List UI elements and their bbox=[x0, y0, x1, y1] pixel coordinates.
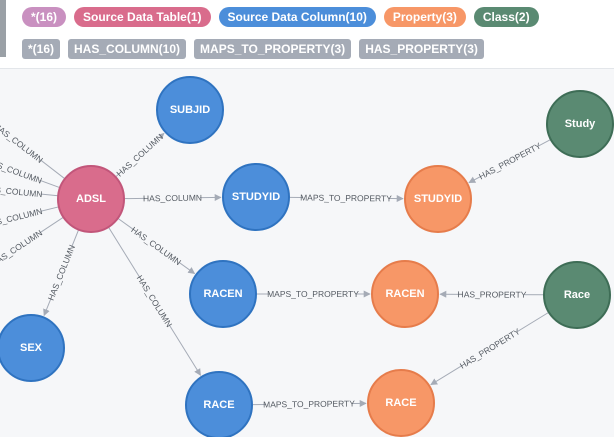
node-study[interactable]: Study bbox=[546, 90, 614, 158]
edge-label: HAS_PROPERTY bbox=[477, 140, 543, 181]
edge-label-background bbox=[458, 326, 521, 371]
edge-label: HAS_COLUMN bbox=[135, 273, 175, 328]
legend-chip-source-data-table[interactable]: Source Data Table(1) bbox=[74, 7, 211, 27]
graph-legend-bar: *(16) Source Data Table(1) Source Data C… bbox=[0, 0, 614, 69]
legend-rel-has-column[interactable]: HAS_COLUMN(10) bbox=[68, 39, 187, 59]
edge-label-background bbox=[45, 244, 78, 301]
edge-label-background bbox=[134, 274, 175, 328]
node-label: STUDYID bbox=[232, 191, 280, 203]
edge-label-background bbox=[115, 132, 165, 179]
node-adsl[interactable]: ADSL bbox=[57, 165, 125, 233]
edge-label-background bbox=[0, 205, 42, 231]
node-circle[interactable] bbox=[156, 76, 224, 144]
edge-has-property[interactable]: HAS_PROPERTY bbox=[468, 138, 552, 184]
node-label: STUDYID bbox=[414, 193, 462, 205]
edge-label: HAS_COLUMN bbox=[114, 132, 165, 179]
edge-label: HAS_COLUMN bbox=[143, 193, 202, 204]
edge-has-column[interactable]: HAS_COLUMN bbox=[0, 216, 64, 279]
edge-label: HAS_COLUMN bbox=[0, 228, 44, 269]
node-label: Race bbox=[564, 289, 590, 301]
edge-label-background bbox=[144, 191, 201, 205]
node-circle[interactable] bbox=[189, 260, 257, 328]
node-label: ADSL bbox=[76, 193, 106, 205]
node-label: RACE bbox=[385, 397, 416, 409]
node-circle[interactable] bbox=[404, 165, 472, 233]
edge-label-background bbox=[130, 224, 183, 267]
node-circle[interactable] bbox=[543, 261, 611, 329]
edge-has-column[interactable]: HAS_COLUMN bbox=[0, 182, 59, 201]
node-label: RACEN bbox=[203, 288, 242, 300]
node-circle[interactable] bbox=[0, 314, 65, 382]
edge-maps-to-property[interactable]: MAPS_TO_PROPERTY bbox=[256, 288, 371, 300]
relationship-type-legend: *(16) HAS_COLUMN(10) MAPS_TO_PROPERTY(3)… bbox=[22, 39, 484, 59]
node-race-class[interactable]: Race bbox=[543, 261, 611, 329]
node-racen[interactable]: RACEN bbox=[189, 260, 257, 328]
legend-accent-bar bbox=[0, 0, 6, 57]
node-race-prop[interactable]: RACE bbox=[367, 369, 435, 437]
legend-chip-property[interactable]: Property(3) bbox=[383, 7, 466, 27]
node-label-legend: *(16) Source Data Table(1) Source Data C… bbox=[22, 7, 539, 27]
legend-rel-has-property[interactable]: HAS_PROPERTY(3) bbox=[359, 39, 484, 59]
edge-has-column[interactable]: HAS_COLUMN bbox=[117, 217, 196, 274]
node-circle[interactable] bbox=[371, 260, 439, 328]
legend-rel-all[interactable]: *(16) bbox=[22, 39, 61, 59]
legend-chip-class[interactable]: Class(2) bbox=[473, 7, 539, 27]
edge-label-background bbox=[0, 121, 44, 165]
node-circle[interactable] bbox=[367, 369, 435, 437]
node-label: SEX bbox=[20, 342, 43, 354]
edge-has-column[interactable]: HAS_COLUMN bbox=[43, 229, 80, 317]
edge-label: HAS_COLUMN bbox=[0, 184, 43, 200]
edge-label-background bbox=[0, 227, 43, 269]
edge-label-background bbox=[478, 140, 542, 182]
edge-label: HAS_COLUMN bbox=[0, 121, 45, 165]
edge-label-background bbox=[303, 191, 389, 205]
legend-chip-source-data-column[interactable]: Source Data Column(10) bbox=[218, 7, 376, 27]
edge-has-property[interactable]: HAS_PROPERTY bbox=[430, 311, 550, 386]
edge-label-background bbox=[459, 288, 525, 301]
edge-label: HAS_PROPERTY bbox=[458, 326, 522, 371]
node-circle[interactable] bbox=[185, 371, 253, 437]
edge-has-column[interactable]: HAS_COLUMN bbox=[114, 132, 165, 179]
node-circle[interactable] bbox=[546, 90, 614, 158]
edge-maps-to-property[interactable]: MAPS_TO_PROPERTY bbox=[251, 397, 367, 411]
node-subjid[interactable]: SUBJID bbox=[156, 76, 224, 144]
node-sex[interactable]: SEX bbox=[0, 314, 65, 382]
node-circle[interactable] bbox=[57, 165, 125, 233]
node-studyid[interactable]: STUDYID bbox=[222, 163, 290, 231]
node-label: SUBJID bbox=[170, 104, 210, 116]
edge-label: HAS_PROPERTY bbox=[458, 289, 527, 299]
node-race[interactable]: RACE bbox=[185, 371, 253, 437]
legend-chip-all-nodes[interactable]: *(16) bbox=[22, 7, 67, 27]
legend-rel-maps-to-property[interactable]: MAPS_TO_PROPERTY(3) bbox=[194, 39, 352, 59]
graph-canvas[interactable]: HAS_COLUMNHAS_COLUMNHAS_COLUMNHAS_COLUMN… bbox=[0, 69, 614, 437]
node-studyid-prop[interactable]: STUDYID bbox=[404, 165, 472, 233]
node-label: Study bbox=[565, 118, 596, 130]
node-circle[interactable] bbox=[222, 163, 290, 231]
edge-label: HAS_COLUMN bbox=[129, 225, 183, 268]
node-label: RACE bbox=[203, 399, 234, 411]
edge-label-background bbox=[270, 288, 356, 300]
edge-label: MAPS_TO_PROPERTY bbox=[263, 399, 355, 410]
edge-label-background bbox=[266, 397, 352, 411]
edge-label: MAPS_TO_PROPERTY bbox=[267, 289, 359, 299]
edge-label: MAPS_TO_PROPERTY bbox=[300, 192, 392, 203]
edge-maps-to-property[interactable]: MAPS_TO_PROPERTY bbox=[288, 191, 404, 205]
edge-has-column[interactable]: HAS_COLUMN bbox=[123, 191, 222, 205]
edge-label-background bbox=[0, 182, 42, 201]
node-racen-prop[interactable]: RACEN bbox=[371, 260, 439, 328]
edge-has-property[interactable]: HAS_PROPERTY bbox=[439, 288, 545, 301]
edge-label: HAS_COLUMN bbox=[46, 243, 77, 302]
edge-label-background bbox=[0, 155, 42, 186]
node-label: RACEN bbox=[385, 288, 424, 300]
